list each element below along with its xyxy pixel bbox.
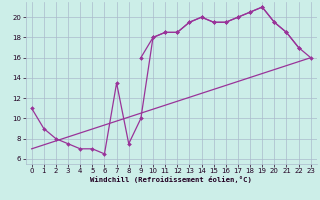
X-axis label: Windchill (Refroidissement éolien,°C): Windchill (Refroidissement éolien,°C) [90, 176, 252, 183]
